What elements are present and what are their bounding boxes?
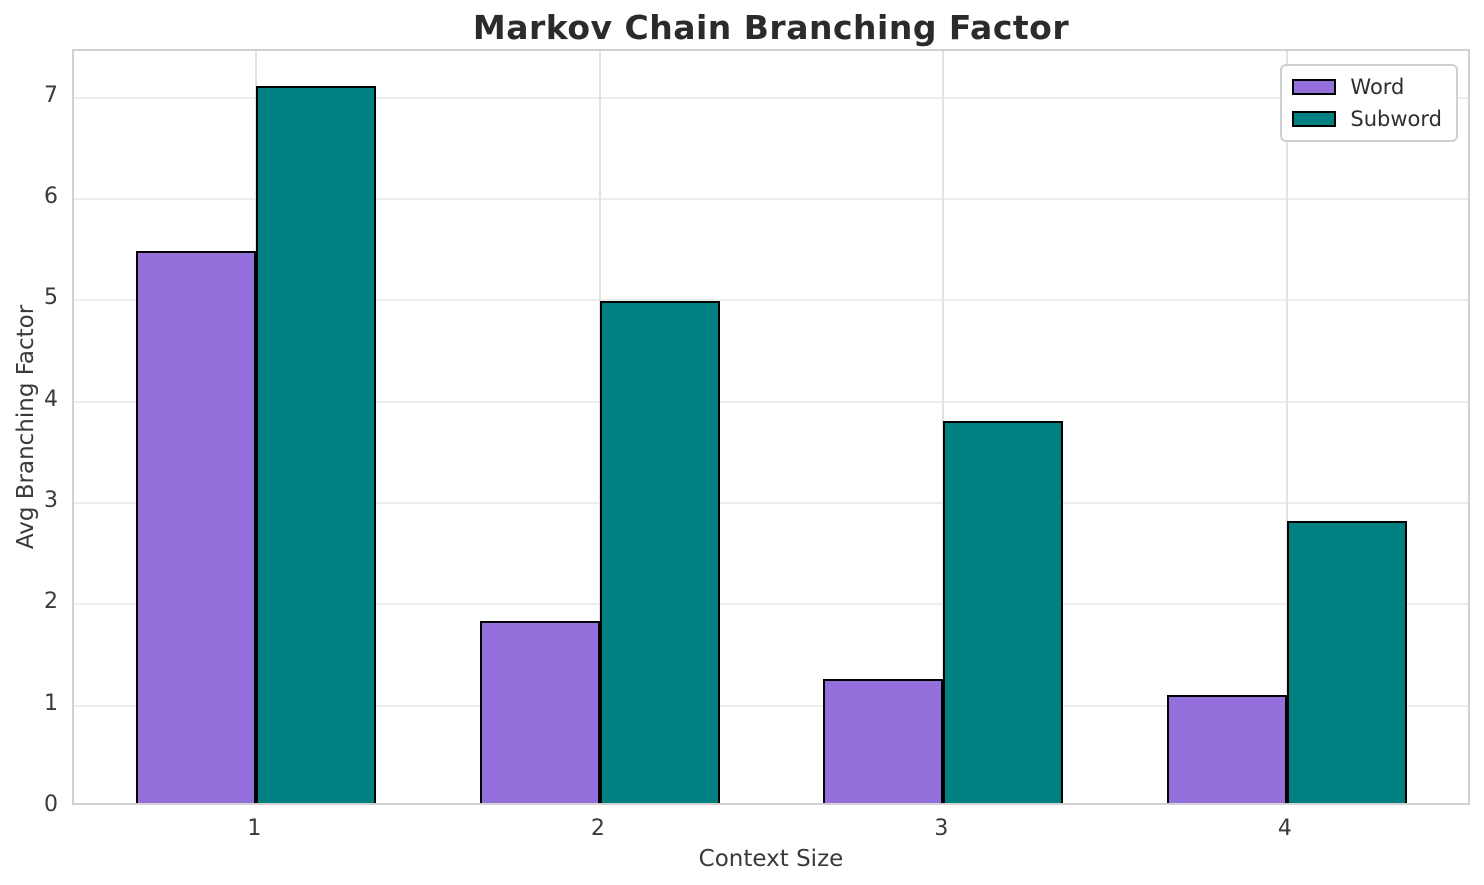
xtick-label-2: 2 [590,816,605,841]
legend-item-subword: Subword [1292,107,1442,131]
gridline-y-7 [74,96,1468,99]
gridline-y-5 [74,299,1468,302]
gridline-y-3 [74,501,1468,504]
ytick-label-1: 1 [44,690,58,716]
gridline-x-4 [1285,51,1288,803]
plot-area: Word Subword [72,49,1470,805]
legend-label-word: Word [1350,75,1405,99]
bar-word-context-1 [136,251,256,803]
ytick-label-4: 4 [44,386,58,412]
ytick-label-0: 0 [44,792,58,817]
bar-word-context-3 [823,679,943,803]
gridline-y-1 [74,704,1468,707]
bar-word-context-2 [480,621,600,803]
bar-subword-context-4 [1287,521,1407,803]
y-axis-label: Avg Branching Factor [13,304,39,550]
legend: Word Subword [1280,64,1458,142]
ytick-label-3: 3 [44,487,58,513]
gridline-x-2 [598,51,601,803]
bar-word-context-4 [1167,695,1287,803]
bar-subword-context-1 [256,86,376,803]
xtick-label-3: 3 [934,816,949,841]
subword-swatch-icon [1292,111,1337,127]
legend-label-subword: Subword [1350,107,1442,131]
ytick-label-5: 5 [44,285,58,311]
word-swatch-icon [1292,79,1337,95]
gridline-y-6 [74,197,1468,200]
ytick-label-2: 2 [44,589,58,615]
bar-subword-context-3 [943,421,1063,803]
gridline-y-4 [74,400,1468,403]
xtick-label-1: 1 [247,816,262,841]
chart-title: Markov Chain Branching Factor [472,8,1070,47]
x-axis-label: Context Size [698,846,844,872]
gridline-y-2 [74,603,1468,606]
xtick-label-4: 4 [1277,816,1292,841]
ytick-label-6: 6 [44,183,58,209]
bar-subword-context-2 [600,301,720,803]
legend-item-word: Word [1292,75,1442,99]
ytick-label-7: 7 [44,82,58,108]
